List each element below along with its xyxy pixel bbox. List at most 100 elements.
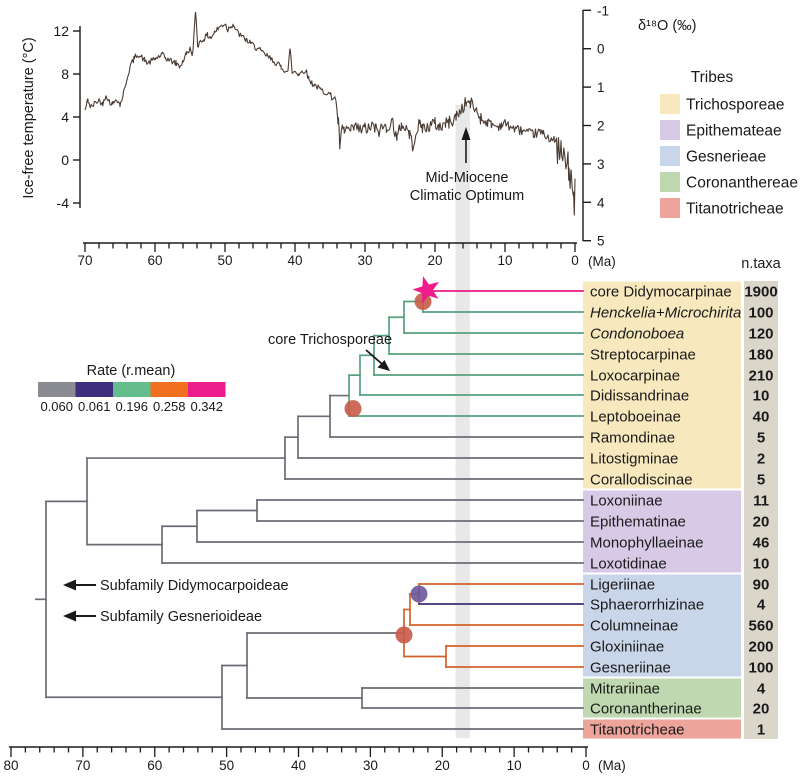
tip-label: Titanotricheae <box>590 722 685 739</box>
ntaxa-value: 210 <box>748 368 773 385</box>
tip-label: Loxocarpinae <box>590 368 680 385</box>
tip-label: Columneinae <box>590 618 678 635</box>
d18o-tick-label: 5 <box>597 234 605 249</box>
subfamily-gesnerioideae-label: Subfamily Gesnerioideae <box>100 609 262 625</box>
ntaxa-value: 5 <box>757 472 765 489</box>
tip-label: Loxoniinae <box>590 493 663 510</box>
tip-label: Loxotidinae <box>590 556 667 573</box>
d18o-tick-label: 3 <box>597 157 605 172</box>
top-x-tick-label: 20 <box>427 253 442 268</box>
tribes-legend-swatch <box>660 94 680 114</box>
tribe-band-gesnerieae <box>583 574 741 677</box>
d18o-tick-label: 2 <box>597 119 605 134</box>
generated-labels: Trichosporeae Epithemateae Gesnerieae Coron… <box>38 94 798 739</box>
subfamily-arrow-head <box>63 579 76 591</box>
tip-label: core Didymocarpinae <box>590 284 732 301</box>
tree-x-tick-label: 0 <box>582 758 590 773</box>
tip-label: Ligeriinae <box>590 577 655 594</box>
top-x-tick-label: 10 <box>497 253 512 268</box>
tribe-band-epithemateae <box>583 490 741 573</box>
temperature-axis-title: Ice-free temperature (°C) <box>21 37 37 198</box>
top-x-tick-label: 60 <box>147 253 162 268</box>
rate-shift-node <box>395 626 413 644</box>
tip-label: Condonoboea <box>590 326 684 343</box>
tip-label: Leptoboeinae <box>590 409 681 426</box>
tip-label: Mitrariinae <box>590 681 660 698</box>
ntaxa-value: 10 <box>753 388 770 405</box>
d18o-axis-title: δ¹⁸O (‰) <box>638 18 696 34</box>
ntaxa-value: 560 <box>748 618 773 635</box>
tip-label: Corallodiscinae <box>590 472 693 489</box>
tribes-legend-label: Epithemateae <box>686 123 782 140</box>
top-x-tick-label: 30 <box>357 253 372 268</box>
tree-x-tick-label: 60 <box>147 758 162 773</box>
mmco-annotation-line2: Climatic Optimum <box>410 188 524 204</box>
top-x-tick-label: 0 <box>571 253 579 268</box>
rate-legend-swatch <box>38 382 76 397</box>
tip-label: Gesneriinae <box>590 660 671 677</box>
tree-x-tick-label: 10 <box>507 758 522 773</box>
rate-shift-node <box>410 585 428 603</box>
tribes-legend-label: Titanotricheae <box>686 201 784 218</box>
tribes-legend-swatch <box>660 146 680 166</box>
ntaxa-column-band <box>744 281 778 739</box>
tree-x-tick-label: 30 <box>363 758 378 773</box>
tip-label: Sphaerorrhizinae <box>590 597 704 614</box>
tribes-legend-label: Gesnerieae <box>686 149 766 166</box>
phylogenetic-tree: 80 70 60 50 40 30 20 10 0 <box>3 276 590 773</box>
ntaxa-value: 1900 <box>744 284 777 301</box>
ntaxa-value: 10 <box>753 556 770 573</box>
tribes-legend-title: Tribes <box>691 69 734 86</box>
d18o-tick-label: 1 <box>597 80 605 95</box>
background-bands <box>455 105 778 739</box>
ntaxa-value: 90 <box>753 577 770 594</box>
tip-label: Streptocarpinae <box>590 347 696 364</box>
rate-legend-value: 0.342 <box>190 399 223 414</box>
tip-label: Ramondinae <box>590 430 675 447</box>
top-x-tick-label: 70 <box>77 253 92 268</box>
rate-shift-star <box>412 276 439 304</box>
tribes-legend-swatch <box>660 120 680 140</box>
ntaxa-value: 100 <box>748 305 773 322</box>
tree-x-tick-label: 20 <box>435 758 450 773</box>
temperature-tick-label: 8 <box>61 66 69 82</box>
tribes-legend-swatch <box>660 198 680 218</box>
tip-label: Monophyllaeinae <box>590 535 703 552</box>
ntaxa-value: 4 <box>757 681 766 698</box>
ntaxa-value: 4 <box>757 597 766 614</box>
tree-x-tick-label: 70 <box>75 758 90 773</box>
ntaxa-value: 20 <box>753 701 770 718</box>
subfamily-arrow-head <box>63 610 76 622</box>
d18o-tick-label: 0 <box>597 42 605 57</box>
climate-curve <box>84 11 576 216</box>
ntaxa-value: 200 <box>748 639 773 656</box>
tribes-legend-label: Trichosporeae <box>686 97 785 114</box>
ntaxa-value: 2 <box>757 451 765 468</box>
ntaxa-value: 40 <box>753 409 770 426</box>
tree-x-tick-label: 40 <box>291 758 306 773</box>
ntaxa-value: 120 <box>748 326 773 343</box>
mmco-annotation-line1: Mid-Miocene <box>426 170 509 186</box>
rate-legend-title: Rate (r.mean) <box>87 363 176 379</box>
tip-label: Litostigminae <box>590 451 678 468</box>
rate-legend-value: 0.196 <box>115 399 148 414</box>
tribe-band-coronanthereae <box>583 678 741 718</box>
ntaxa-value: 20 <box>753 514 770 531</box>
tip-label: Henckelia+Microchirita <box>590 305 741 322</box>
core-trichosporeae-arrow-head <box>377 360 390 371</box>
d18o-tick-label: -1 <box>597 3 609 18</box>
tip-label: Epithematinae <box>590 514 686 531</box>
tribes-legend-swatch <box>660 172 680 192</box>
mmco-band <box>455 105 470 738</box>
rate-legend-swatch <box>188 382 226 397</box>
rate-legend-value: 0.060 <box>40 399 73 414</box>
ntaxa-header: n.taxa <box>741 256 781 272</box>
subfamily-didymocarpoideae-label: Subfamily Didymocarpoideae <box>100 578 289 594</box>
tribes-legend-label: Coronanthereae <box>686 175 798 192</box>
ntaxa-value: 180 <box>748 347 773 364</box>
rate-legend-swatch <box>75 382 113 397</box>
temperature-tick-label: 4 <box>61 109 69 125</box>
tip-label: Gloxiniinae <box>590 639 664 656</box>
rate-shift-node <box>344 400 362 418</box>
